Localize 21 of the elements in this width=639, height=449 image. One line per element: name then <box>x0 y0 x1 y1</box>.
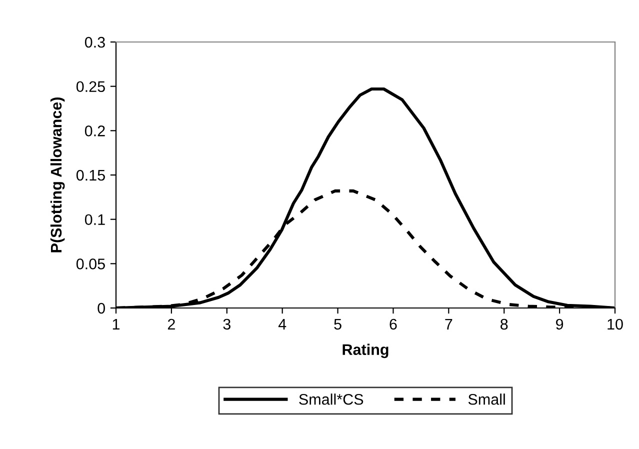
x-tick-label: 4 <box>278 318 286 330</box>
x-tick-label: 9 <box>556 318 564 330</box>
x-tick-label: 1 <box>112 318 120 330</box>
x-axis-title: Rating <box>342 344 388 358</box>
legend-label: Small <box>468 394 505 405</box>
y-tick-label: 0.3 <box>84 36 105 48</box>
x-tick-label: 6 <box>390 318 397 330</box>
y-tick-label: 0 <box>98 302 105 314</box>
legend-label: Small*CS <box>299 394 364 405</box>
y-tick-label: 0.15 <box>76 170 105 181</box>
x-tick-label: 7 <box>445 318 452 330</box>
x-tick-label: 8 <box>500 318 508 330</box>
x-tick-label: 3 <box>223 318 230 330</box>
y-tick-label: 0.1 <box>84 214 105 226</box>
y-axis-title: P(Slotting Allowance) <box>50 98 65 252</box>
y-tick-label: 0.25 <box>76 81 105 92</box>
y-tick-label: 0.05 <box>76 258 105 270</box>
x-tick-label: 10 <box>608 318 623 330</box>
x-tick-label: 5 <box>334 318 342 330</box>
x-tick-label: 2 <box>168 318 175 330</box>
y-tick-label: 0.2 <box>84 126 105 136</box>
